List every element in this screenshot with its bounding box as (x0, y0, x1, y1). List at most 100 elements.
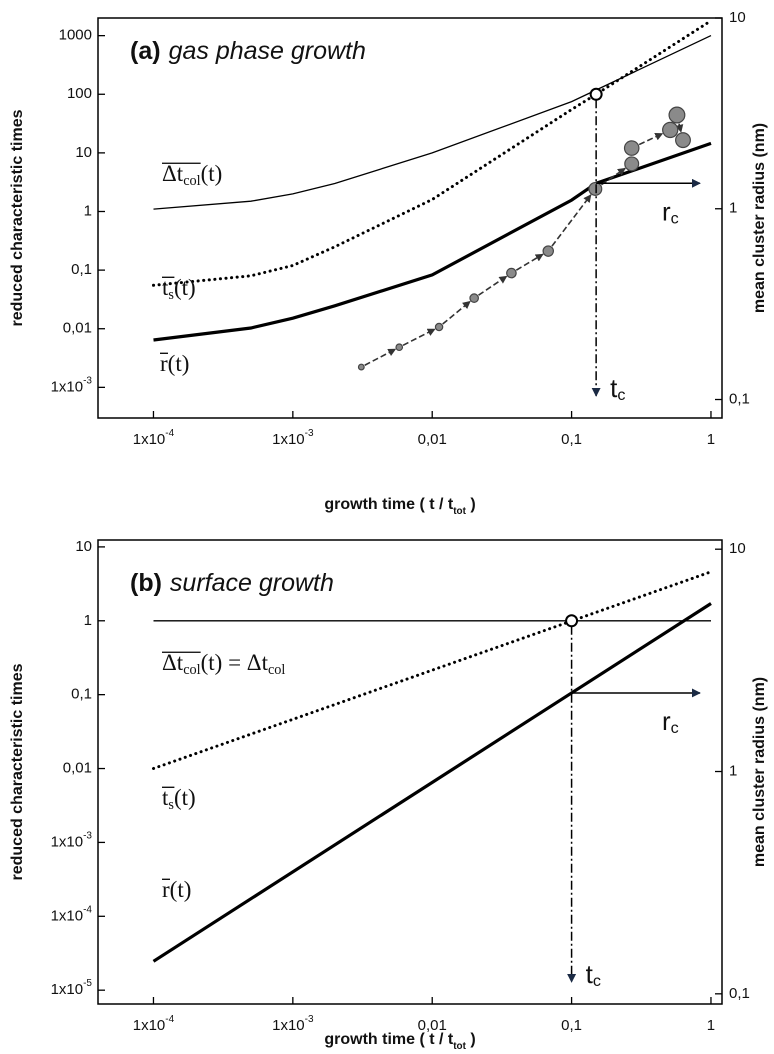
y-tick-label: 10 (75, 538, 92, 555)
series-line (152, 602, 712, 963)
tick-base: 1x10 (272, 431, 305, 448)
rc-label-sub: c (671, 210, 679, 228)
rc-label-text: r (662, 196, 671, 226)
x-axis-title-text: growth time ( t / t (324, 1031, 454, 1048)
series-label-sub: s (168, 797, 174, 813)
growth-arrow (600, 167, 626, 186)
y2-axis-title: mean cluster radius (nm) (751, 677, 768, 867)
crossing-point (565, 614, 579, 628)
x-axis-title-sub: tot (453, 506, 466, 517)
cluster-point (623, 140, 640, 156)
series-label: ts(t) (162, 275, 196, 303)
cluster-point (662, 121, 679, 139)
tick-base: 1x10 (133, 431, 166, 448)
growth-arrow (515, 253, 544, 271)
y2-tick-label: 0,1 (729, 390, 750, 407)
series-label-tail: (t) (174, 275, 196, 300)
y-tick-label: 1x10-3 (51, 830, 93, 850)
tick-base: 1x10 (51, 907, 84, 924)
y2-axis-title: mean cluster radius (nm) (751, 123, 768, 313)
series-label: r(t) (160, 351, 189, 376)
panel-title: (b) surface growth (130, 569, 334, 597)
y-axis-title: reduced characteristic times (9, 109, 26, 326)
plot-frame (97, 539, 723, 1005)
series-line (153, 141, 712, 342)
x-tick-label: 0,01 (418, 431, 447, 448)
panel-label: (a) (130, 37, 161, 65)
cluster-point (675, 132, 691, 149)
tick-exponent: -3 (305, 428, 314, 439)
tick-base: 1x10 (133, 1017, 166, 1034)
series-label-tail: (t) (168, 351, 190, 376)
tick-exponent: -4 (165, 1014, 174, 1025)
growth-arrow (442, 300, 471, 325)
y-tick-label: 0,01 (63, 760, 92, 777)
series-label: Δtcol(t) = Δtcol (162, 650, 285, 678)
y2-tick-label: 10 (729, 540, 746, 557)
rc-label: rc (662, 196, 679, 227)
tc-label-sub: c (617, 386, 625, 404)
series-line (152, 570, 713, 770)
y-tick-label: 1 (84, 202, 92, 219)
y-tick-label: 0,1 (71, 261, 92, 278)
y2-tick-label: 0,1 (729, 985, 750, 1002)
x-axis-title: growth time ( t / ttot ) (324, 496, 475, 516)
cluster-point (542, 245, 555, 257)
series-label-tail: (t) = Δt (201, 650, 269, 675)
tick-exponent: -3 (305, 1014, 314, 1025)
cluster-point (624, 156, 640, 172)
tick-base: 1x10 (51, 833, 84, 850)
panel-title-text: gas phase growth (169, 37, 366, 65)
x-axis-title-tail: ) (466, 1031, 476, 1048)
series-label-text: t (162, 785, 169, 810)
growth-arrow (478, 275, 508, 296)
tick-exponent: -4 (83, 904, 92, 915)
tick-base: 1x10 (51, 378, 84, 395)
series-line (152, 19, 713, 287)
cluster-point (588, 181, 603, 196)
y-tick-label: 1000 (59, 27, 92, 44)
rc-label: rc (662, 706, 679, 737)
x-tick-label: 1 (707, 1017, 715, 1034)
series-label-text: Δt (162, 650, 184, 675)
series-label: Δtcol(t) (162, 161, 222, 189)
series-label-text: r (160, 351, 168, 376)
growth-arrow (675, 123, 684, 133)
x-axis-title-text: growth time ( t / t (324, 496, 454, 513)
tick-exponent: -3 (83, 830, 92, 841)
cluster-point (506, 267, 517, 279)
x-axis-title-sub: tot (453, 1041, 466, 1052)
crossing-point (589, 87, 603, 101)
growth-arrow (551, 194, 592, 247)
y-tick-label: 1x10-4 (51, 904, 93, 924)
y-tick-label: 10 (75, 144, 92, 161)
cluster-point (395, 343, 404, 352)
cluster-point (668, 106, 686, 124)
tick-exponent: -4 (165, 428, 174, 439)
y-tick-label: 100 (67, 85, 92, 102)
growth-arrow (638, 132, 664, 146)
y-tick-label: 0,01 (63, 320, 92, 337)
series-label-sub: s (168, 287, 174, 303)
y-tick-label: 1 (84, 612, 92, 629)
plot-frame (97, 17, 723, 419)
rc-label-sub: c (671, 719, 679, 737)
tc-label-text: t (610, 373, 618, 403)
panel-title: (a) gas phase growth (130, 37, 366, 65)
x-tick-label: 1 (707, 431, 715, 448)
series-label: ts(t) (162, 785, 196, 813)
tc-label: tc (586, 959, 601, 990)
growth-arrow (364, 348, 397, 366)
x-tick-label: 1x10-3 (272, 1014, 314, 1034)
tick-exponent: -5 (83, 978, 92, 989)
y-tick-label: 1x10-5 (51, 978, 93, 998)
series-label-text: t (162, 275, 169, 300)
series-label: r(t) (162, 877, 191, 902)
x-tick-label: 1x10-4 (133, 1014, 175, 1034)
series-label-sub: col (183, 173, 200, 189)
series-label-text: Δt (162, 161, 184, 186)
y-axis-title: reduced characteristic times (9, 663, 26, 880)
cluster-point (469, 293, 479, 303)
x-tick-label: 1x10-3 (272, 428, 314, 448)
